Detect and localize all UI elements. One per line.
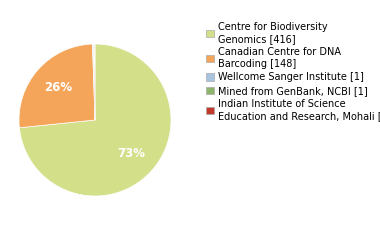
Wedge shape	[19, 44, 171, 196]
Wedge shape	[94, 44, 95, 120]
Wedge shape	[92, 44, 95, 120]
Text: 73%: 73%	[118, 147, 146, 160]
Wedge shape	[93, 44, 95, 120]
Text: 26%: 26%	[44, 81, 72, 94]
Wedge shape	[19, 44, 95, 128]
Legend: Centre for Biodiversity
Genomics [416], Canadian Centre for DNA
Barcoding [148],: Centre for Biodiversity Genomics [416], …	[204, 20, 380, 123]
